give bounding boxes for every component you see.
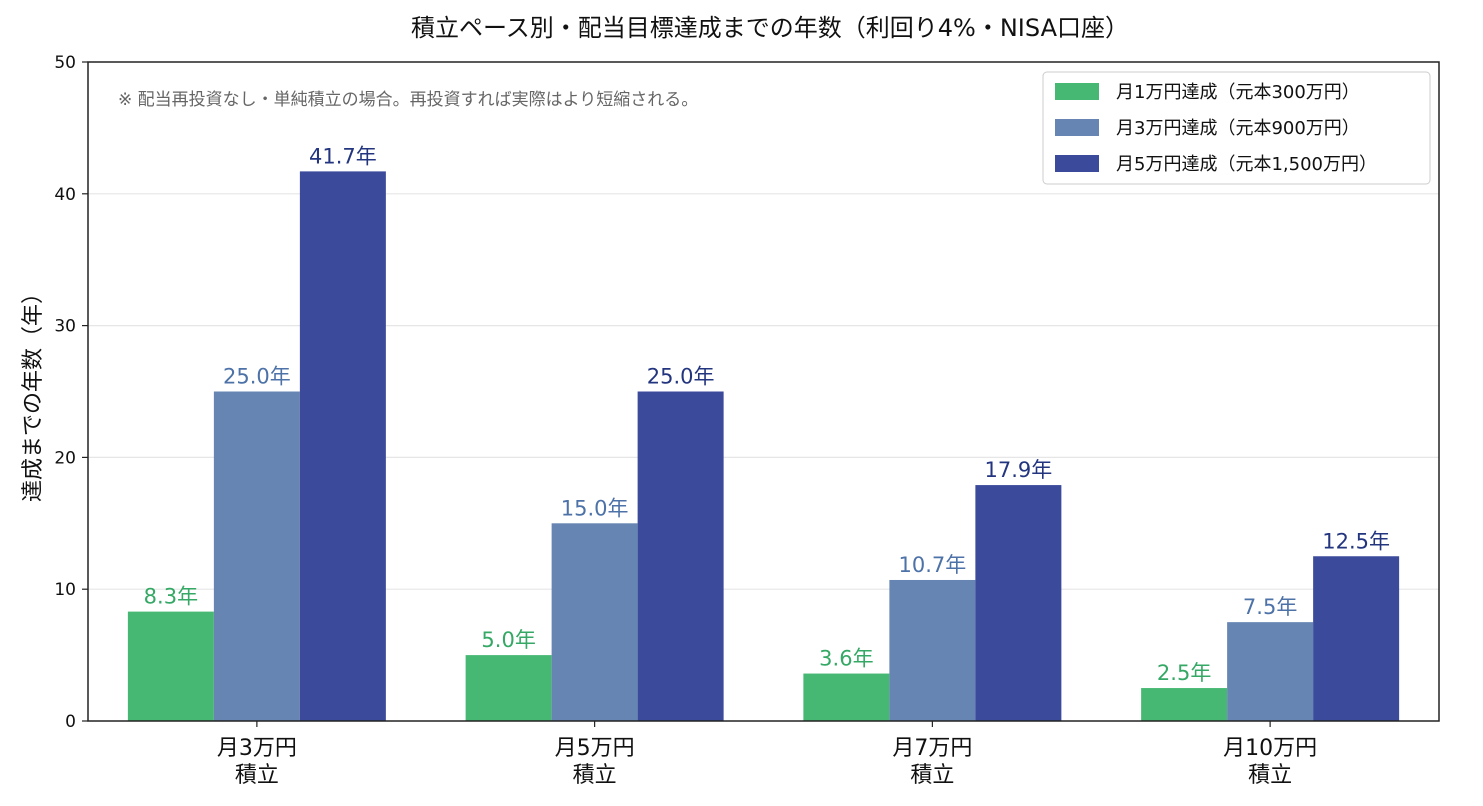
x-tick-label: 積立 [1248,763,1292,788]
bar-value-label: 10.7年 [898,553,966,577]
chart-title: 積立ペース別・配当目標達成までの年数（利回り4%・NISA口座） [411,14,1129,42]
bar-value-label: 17.9年 [984,458,1052,482]
bar [637,391,724,721]
value-labels: 8.3年 25.0年 41.7年 5.0年 15.0年 25.0年 3.6年 10.7年 17.… [144,144,1390,685]
bar [127,611,214,721]
legend-label: 月5万円達成（元本1,500万円） [1116,154,1377,175]
x-tick-label: 月7万円 [892,736,972,761]
x-tick-label: 積立 [235,763,279,788]
y-axis-ticks: 0 10 20 30 40 50 [54,53,88,732]
y-tick-label: 0 [65,712,76,732]
bar [465,655,552,721]
y-tick-label: 20 [54,448,76,468]
bar [803,673,890,721]
bar [299,171,386,722]
x-tick-label: 積立 [573,763,617,788]
legend-swatch [1055,83,1099,100]
bar [1227,622,1314,721]
bar-value-label: 15.0年 [561,496,629,520]
legend-label: 月1万円達成（元本300万円） [1116,82,1360,103]
x-tick-label: 月10万円 [1223,736,1317,761]
x-tick-label: 月5万円 [555,736,635,761]
legend-swatch [1055,119,1099,136]
legend-box [1042,71,1431,185]
bar-value-label: 5.0年 [481,628,535,652]
bar-value-label: 41.7年 [309,144,377,168]
bar-value-label: 12.5年 [1322,529,1390,553]
x-tick-label: 積立 [910,763,954,788]
y-tick-label: 50 [54,53,76,73]
y-tick-label: 40 [54,185,76,205]
legend-swatch [1055,155,1099,172]
chart-annotation: ※ 配当再投資なし・単純積立の場合。再投資すれば実際はより短縮される。 [118,90,698,110]
bar-value-label: 2.5年 [1157,661,1211,685]
y-tick-label: 30 [54,317,76,337]
bars [127,171,1400,722]
bar [1141,688,1228,721]
legend-label: 月3万円達成（元本900万円） [1116,118,1360,139]
bar [1313,556,1400,721]
bar [889,579,976,721]
bar-value-label: 3.6年 [819,647,873,671]
bar [551,523,638,721]
y-tick-label: 10 [54,580,76,600]
bar-value-label: 8.3年 [144,585,198,609]
bar [213,391,300,721]
x-tick-label: 月3万円 [217,736,297,761]
legend: 月1万円達成（元本300万円） 月3万円達成（元本900万円） 月5万円達成（元本1… [1042,71,1431,185]
bar [975,485,1062,721]
bar-value-label: 7.5年 [1243,595,1297,619]
plot-frame [87,61,1440,722]
bar-value-label: 25.0年 [223,365,291,389]
bar-value-label: 25.0年 [647,365,715,389]
y-axis-label: 達成までの年数（年） [21,282,46,502]
